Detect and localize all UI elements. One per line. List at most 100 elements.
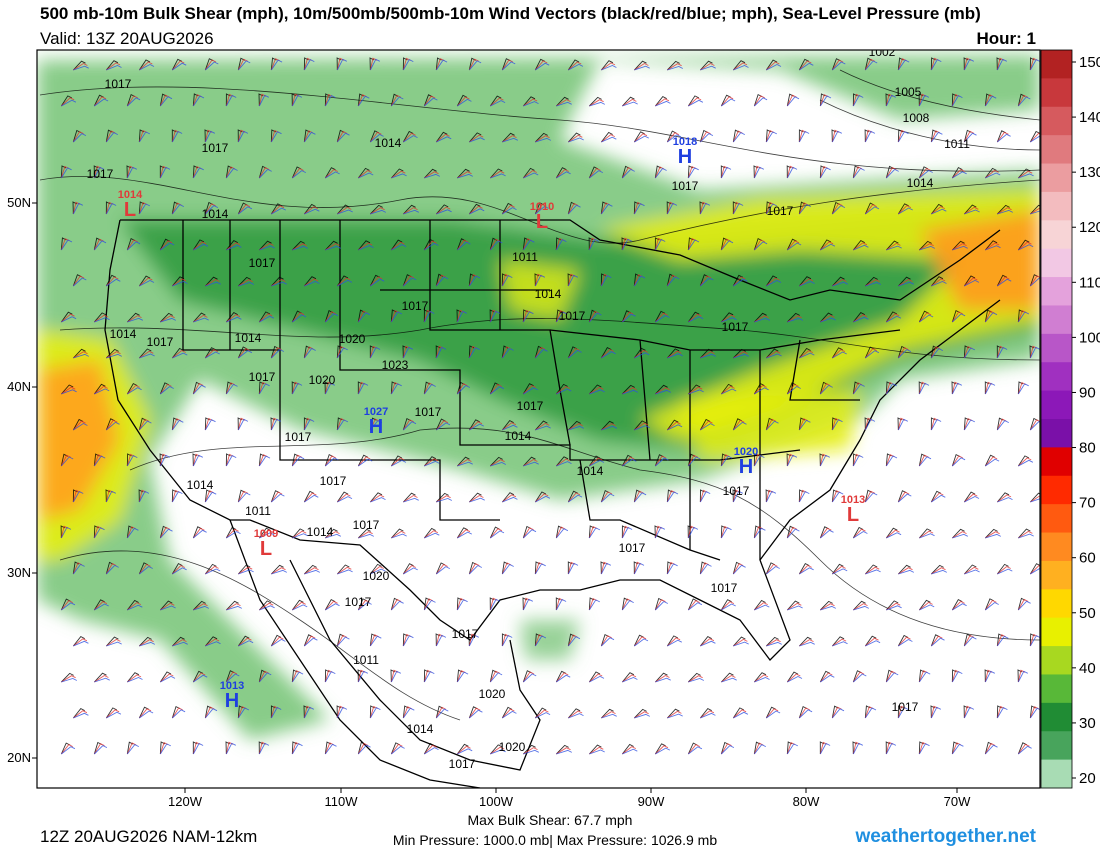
wind-vector	[358, 533, 375, 539]
wind-vector	[985, 169, 999, 179]
wind-vector	[304, 637, 318, 647]
wind-vector	[469, 137, 485, 143]
wind-vector	[832, 351, 847, 359]
wind-vector	[786, 166, 798, 179]
wind-vector	[138, 203, 151, 215]
wind-vector	[369, 563, 382, 575]
isobar-label: 1017	[353, 518, 380, 532]
wind-vector	[721, 314, 736, 323]
wind-vector	[403, 209, 420, 215]
wind-vector	[105, 202, 117, 215]
wind-vector	[997, 133, 1011, 143]
wind-vector	[601, 423, 616, 431]
wind-vector	[865, 637, 879, 647]
wind-vector	[897, 131, 909, 143]
wind-vector	[733, 353, 750, 359]
wind-vector	[424, 97, 438, 107]
wind-vector	[193, 317, 209, 323]
wind-vector	[304, 281, 320, 287]
wind-vector	[996, 58, 1008, 71]
colorbar-segment	[1041, 390, 1072, 420]
wind-vector	[820, 605, 837, 611]
wind-vector	[60, 744, 74, 755]
wind-vector	[753, 95, 766, 107]
wind-vector	[832, 281, 848, 287]
wind-vector	[369, 346, 381, 359]
wind-vector	[490, 462, 507, 467]
wind-vector	[654, 167, 667, 179]
colorbar: 150 140 130 120 110 100 90 80 70 60 50 40 30 20	[1040, 49, 1100, 789]
wind-vector	[964, 493, 978, 503]
wind-vector	[403, 135, 418, 143]
wind-vector	[390, 96, 404, 107]
wind-vector	[324, 382, 336, 395]
center-letter: H	[369, 416, 383, 438]
wind-vector	[952, 533, 969, 539]
wind-vector	[139, 63, 155, 71]
wind-vector	[468, 634, 480, 647]
wind-vector	[390, 239, 403, 251]
wind-vector	[732, 202, 744, 215]
wind-vector	[634, 349, 648, 359]
wind-vector	[205, 276, 218, 287]
wind-vector	[568, 710, 583, 719]
wind-vector	[205, 61, 219, 71]
wind-vector	[667, 66, 684, 71]
wind-vector	[456, 599, 468, 611]
wind-vector	[469, 497, 485, 503]
wind-vector	[919, 240, 932, 251]
wind-vector	[754, 384, 767, 395]
wind-vector	[634, 60, 647, 71]
wind-vector	[864, 204, 878, 215]
wind-vector	[226, 314, 241, 323]
wind-vector	[324, 743, 337, 755]
wind-vector	[106, 351, 121, 359]
wind-vector	[237, 564, 251, 575]
wind-vector	[721, 317, 737, 323]
wind-vector	[864, 348, 878, 359]
wind-vector	[754, 387, 769, 395]
wind-vector	[832, 278, 847, 287]
colorbar-segment	[1041, 362, 1072, 392]
wind-vector	[259, 532, 275, 539]
lat-label: 20N	[7, 750, 31, 765]
isobar-label: 1017	[517, 399, 544, 413]
wind-vector	[1030, 421, 1040, 431]
wind-vector	[160, 315, 175, 323]
wind-vector	[73, 638, 88, 647]
wind-vector	[160, 528, 173, 539]
wind-vector	[325, 533, 342, 539]
wind-vector	[984, 95, 997, 107]
wind-vector	[534, 491, 547, 503]
isobar-label: 1014	[505, 429, 532, 443]
colorbar-segment	[1041, 560, 1072, 590]
wind-vector	[523, 387, 538, 395]
wind-vector	[468, 707, 481, 719]
colorbar-tick-label: 60	[1079, 550, 1096, 567]
wind-vector	[655, 387, 670, 395]
wind-vector	[424, 458, 439, 467]
wind-vector	[60, 600, 74, 611]
wind-vector	[919, 533, 935, 539]
wind-vector	[555, 167, 567, 179]
wind-vector	[951, 311, 963, 323]
wind-vector	[423, 95, 436, 107]
wind-vector	[568, 63, 584, 71]
wind-vector	[852, 383, 865, 395]
wind-vector	[589, 99, 604, 107]
colorbar-segment	[1041, 731, 1072, 761]
wind-vector	[963, 130, 975, 143]
wind-vector	[126, 527, 139, 539]
wind-vector	[357, 167, 370, 179]
wind-vector	[259, 240, 272, 251]
wind-vector	[997, 278, 1012, 287]
wind-vector	[127, 604, 143, 611]
wind-vector	[292, 240, 305, 251]
colorbar-tick-label: 90	[1079, 384, 1096, 401]
title: 500 mb-10m Bulk Shear (mph), 10m/500mb/5…	[40, 4, 981, 23]
wind-vector	[996, 420, 1010, 431]
wind-vector	[819, 167, 831, 179]
wind-vector	[919, 530, 934, 539]
site-credit[interactable]: weathertogether.net	[854, 826, 1036, 847]
wind-vector	[435, 204, 449, 215]
